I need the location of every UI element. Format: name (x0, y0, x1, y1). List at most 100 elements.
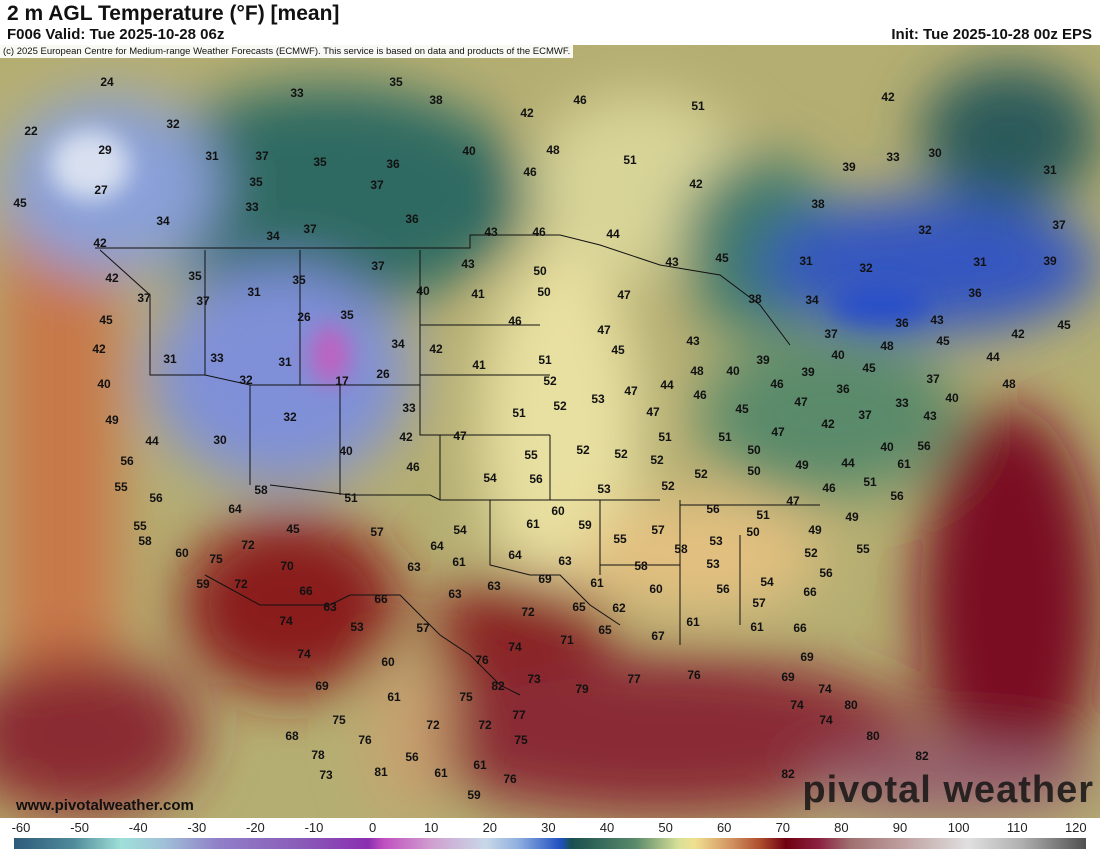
temperature-label: 45 (862, 361, 876, 375)
temperature-label: 69 (538, 572, 552, 586)
temperature-label: 46 (508, 314, 522, 328)
temperature-label: 64 (430, 539, 444, 553)
temperature-label: 58 (254, 483, 268, 497)
temperature-label: 31 (973, 255, 987, 269)
temperature-label: 75 (459, 690, 473, 704)
temperature-label: 46 (523, 165, 537, 179)
temperature-label: 54 (760, 575, 774, 589)
temperature-label: 47 (453, 429, 467, 443)
temperature-label: 58 (634, 559, 648, 573)
temperature-label: 58 (674, 542, 688, 556)
temperature-label: 39 (1043, 254, 1057, 268)
temperature-label: 64 (228, 502, 242, 516)
temperature-label: 60 (381, 655, 395, 669)
temperature-label: 57 (752, 596, 766, 610)
temperature-label: 51 (512, 406, 526, 420)
temperature-label: 46 (822, 481, 836, 495)
temperature-label: 51 (691, 99, 705, 113)
temperature-label: 37 (926, 372, 940, 386)
temperature-label: 24 (100, 75, 114, 89)
temperature-label: 74 (279, 614, 293, 628)
temperature-label: 35 (340, 308, 354, 322)
temperature-label: 32 (283, 410, 297, 424)
borders (95, 234, 820, 696)
temperature-label: 59 (467, 788, 481, 802)
temperature-label: 35 (292, 273, 306, 287)
temperature-field (0, 65, 1100, 815)
temperature-label: 81 (374, 765, 388, 779)
temperature-label: 70 (280, 559, 294, 573)
temperature-label: 56 (405, 750, 419, 764)
temperature-map[interactable]: (c) 2025 European Centre for Medium-rang… (0, 45, 1100, 818)
colorbar-tick: 100 (947, 820, 970, 835)
temperature-label: 40 (97, 377, 111, 391)
temperature-label: 46 (693, 388, 707, 402)
temperature-label: 45 (735, 402, 749, 416)
temperature-label: 54 (483, 471, 497, 485)
temperature-label: 42 (881, 90, 895, 104)
temperature-label: 55 (133, 519, 147, 533)
temperature-label: 44 (841, 456, 855, 470)
temperature-label: 45 (286, 522, 300, 536)
temperature-label: 33 (210, 351, 224, 365)
temperature-label: 63 (407, 560, 421, 574)
temperature-label: 74 (297, 647, 311, 661)
temperature-label: 52 (614, 447, 628, 461)
temperature-label: 17 (335, 374, 349, 388)
temperature-label: 47 (786, 494, 800, 508)
temperature-label: 63 (487, 579, 501, 593)
temperature-label: 44 (660, 378, 674, 392)
temperature-label: 43 (923, 409, 937, 423)
map-title: 2 m AGL Temperature (°F) [mean] (7, 2, 340, 25)
temperature-label: 73 (319, 768, 333, 782)
temperature-label: 40 (831, 348, 845, 362)
colorbar-tick: 50 (658, 820, 673, 835)
temperature-label: 72 (234, 577, 248, 591)
temperature-label: 66 (793, 621, 807, 635)
temperature-label: 26 (297, 310, 311, 324)
temperature-label: 79 (575, 682, 589, 696)
temperature-label: 41 (471, 287, 485, 301)
temperature-label: 72 (478, 718, 492, 732)
temperature-label: 40 (726, 364, 740, 378)
temperature-label: 38 (811, 197, 825, 211)
temperature-label: 74 (818, 682, 832, 696)
website-link[interactable]: www.pivotalweather.com (16, 797, 194, 814)
temperature-label: 72 (521, 605, 535, 619)
colorbar-tick: -20 (245, 820, 265, 835)
temperature-label: 30 (928, 146, 942, 160)
temperature-label: 73 (527, 672, 541, 686)
temperature-label: 42 (92, 342, 106, 356)
temperature-label: 42 (689, 177, 703, 191)
temperature-label: 61 (686, 615, 700, 629)
temperature-label: 37 (1052, 218, 1066, 232)
colorbar-tick: 70 (775, 820, 791, 835)
temperature-label: 27 (94, 183, 108, 197)
temperature-label: 43 (484, 225, 498, 239)
temperature-label: 43 (686, 334, 700, 348)
temperature-label: 61 (452, 555, 466, 569)
colorbar-tick: -30 (187, 820, 207, 835)
temperature-label: 51 (538, 353, 552, 367)
temperature-label: 45 (1057, 318, 1071, 332)
temperature-label: 37 (370, 178, 384, 192)
temperature-label: 42 (93, 236, 107, 250)
temperature-label: 30 (213, 433, 227, 447)
temperature-label: 26 (376, 367, 390, 381)
temperature-label: 34 (156, 214, 170, 228)
temperature-label: 36 (405, 212, 419, 226)
temperature-label: 75 (209, 552, 223, 566)
temperature-label: 47 (617, 288, 631, 302)
temperature-label: 44 (986, 350, 1000, 364)
temperature-label: 52 (804, 546, 818, 560)
temperature-label: 42 (105, 271, 119, 285)
temperature-label: 55 (613, 532, 627, 546)
temperature-label: 51 (756, 508, 770, 522)
colorbar-tick: -10 (304, 820, 324, 835)
temperature-label: 48 (546, 143, 560, 157)
temperature-label: 56 (529, 472, 543, 486)
temperature-label: 43 (665, 255, 679, 269)
temperature-label: 31 (278, 355, 292, 369)
temperature-label: 32 (239, 373, 253, 387)
temperature-label: 53 (706, 557, 720, 571)
